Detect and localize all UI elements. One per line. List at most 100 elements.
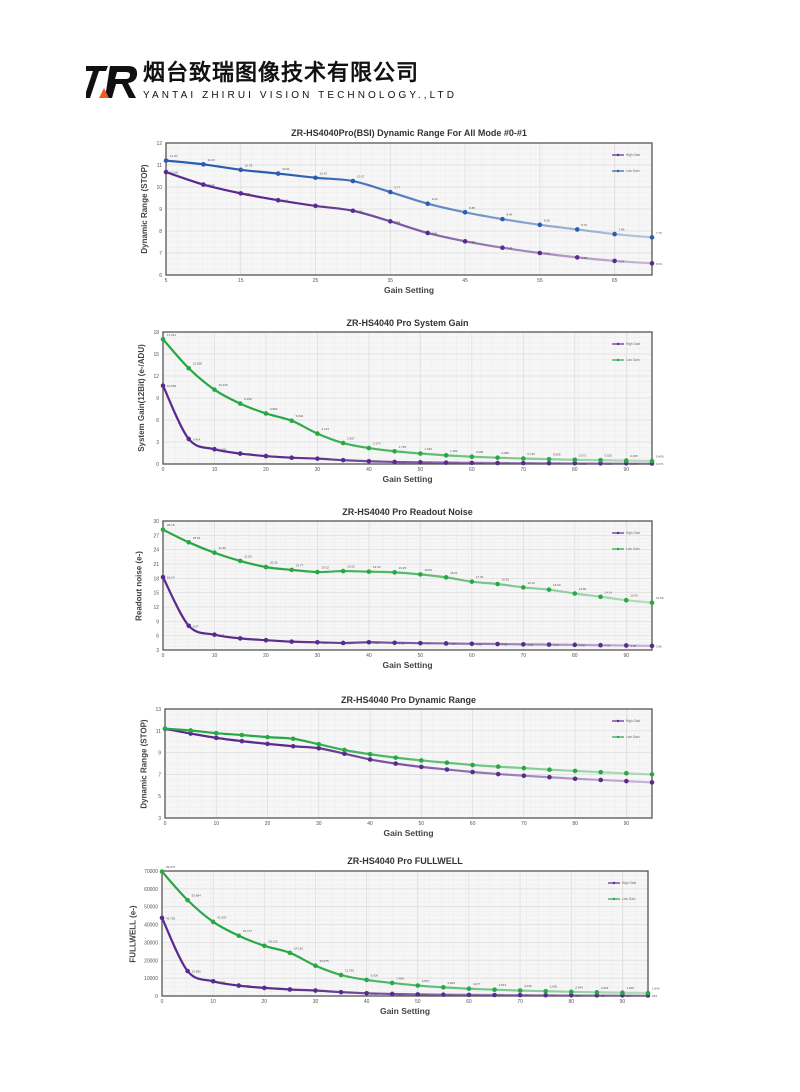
data-label: 69,676 (166, 865, 176, 869)
data-point (237, 636, 243, 641)
data-label: 5,857 (422, 979, 430, 983)
data-point (500, 216, 505, 222)
data-point (572, 768, 578, 774)
data-point (237, 451, 243, 456)
data-point (265, 741, 270, 747)
data-point (495, 771, 501, 777)
x-tick-label: 50 (419, 821, 425, 827)
x-tick-label: 70 (521, 821, 527, 827)
data-point (393, 755, 398, 760)
data-point (574, 255, 580, 260)
data-point (547, 767, 552, 773)
data-point (649, 780, 655, 785)
data-point (623, 643, 629, 648)
data-point (572, 457, 578, 463)
data-label: 4.08 (579, 643, 585, 647)
data-label: 17.30 (476, 575, 484, 579)
data-point (521, 456, 526, 461)
data-label: 10.78 (245, 163, 253, 167)
data-label: 23.36 (218, 546, 226, 550)
data-label: 2.173 (373, 442, 381, 446)
data-point (466, 992, 472, 998)
data-point (201, 182, 206, 187)
x-tick-label: 30 (313, 999, 319, 1005)
data-point (521, 642, 526, 647)
data-point (340, 568, 346, 574)
y-tick-label: 6 (156, 634, 159, 640)
data-label: 557 (499, 994, 504, 998)
y-tick-label: 7 (158, 772, 161, 778)
chart-plot: 6 7 8 9 10 11 12 5 15 25 35 45 55 65 10.68 10.11 9.71 9.4… (156, 141, 662, 284)
y-tick-label: 3 (156, 648, 159, 654)
data-point (419, 758, 424, 763)
data-point (389, 991, 395, 997)
data-point (517, 992, 523, 998)
y-tick-label: 18 (153, 576, 159, 582)
x-tick-label: 20 (262, 999, 268, 1005)
x-tick-label: 30 (315, 653, 321, 659)
data-label: 8.54 (506, 213, 512, 217)
data-point (441, 992, 446, 997)
data-point (568, 989, 574, 995)
legend-label: Low Gain (626, 358, 640, 362)
data-point (443, 453, 449, 458)
data-label: 9.40 (282, 199, 288, 203)
data-point (598, 461, 603, 466)
x-tick-label: 70 (517, 999, 523, 1005)
data-point (367, 757, 373, 762)
x-tick-label: 70 (521, 653, 527, 659)
data-label: 1,836 (626, 986, 634, 990)
y-tick-label: 11 (156, 729, 161, 735)
data-label: 41,533 (217, 915, 227, 919)
data-point (236, 983, 242, 988)
legend-label: Low Gain (626, 735, 640, 739)
x-tick-label: 10 (212, 467, 218, 473)
data-label: 4.43 (424, 642, 430, 646)
data-point (263, 411, 269, 416)
data-label: 9.71 (245, 192, 251, 196)
data-point (492, 992, 497, 998)
x-tick-label: 80 (572, 653, 578, 659)
data-label: 13.42 (630, 594, 638, 598)
data-label: 0.079 (630, 462, 638, 466)
data-point (649, 600, 655, 605)
data-point (572, 591, 578, 596)
data-point (159, 869, 165, 874)
data-label: 19.25 (399, 566, 407, 570)
data-point (342, 751, 347, 756)
data-point (425, 230, 430, 236)
y-tick-label: 10 (156, 185, 162, 191)
data-point (546, 587, 552, 592)
legend-marker-icon (612, 881, 616, 885)
data-point (443, 641, 449, 646)
data-point (649, 643, 655, 649)
y-tick-label: 18 (153, 330, 159, 336)
data-label: 0.376 (373, 460, 381, 464)
zr-logo-mark-icon (86, 66, 138, 98)
data-label: 24,181 (294, 946, 304, 950)
y-tick-label: 24 (153, 548, 159, 554)
data-point (392, 570, 397, 575)
data-label: 4.37 (450, 642, 456, 646)
y-tick-label: 40000 (144, 923, 158, 929)
data-point (313, 175, 318, 181)
x-tick-label: 40 (366, 467, 372, 473)
chart-title: ZR-HS4040Pro(BSI) Dynamic Range For All … (291, 128, 527, 138)
data-label: 6.64 (619, 259, 625, 263)
data-label: 434 (550, 994, 555, 998)
data-point (263, 637, 269, 643)
data-label: 4.25 (502, 643, 508, 647)
data-point (415, 983, 421, 988)
series-line-low-gain (164, 159, 654, 239)
data-label: 10.42 (320, 171, 328, 175)
data-point (572, 461, 578, 466)
data-point (275, 171, 281, 176)
data-label: 8.28 (544, 218, 550, 222)
x-tick-label: 10 (212, 653, 218, 659)
data-label: 906 (422, 993, 427, 997)
data-point (289, 567, 294, 573)
data-point (388, 219, 393, 224)
y-tick-label: 50000 (144, 905, 158, 911)
data-label: 18.21 (450, 571, 458, 575)
data-label: 15.63 (553, 583, 561, 587)
